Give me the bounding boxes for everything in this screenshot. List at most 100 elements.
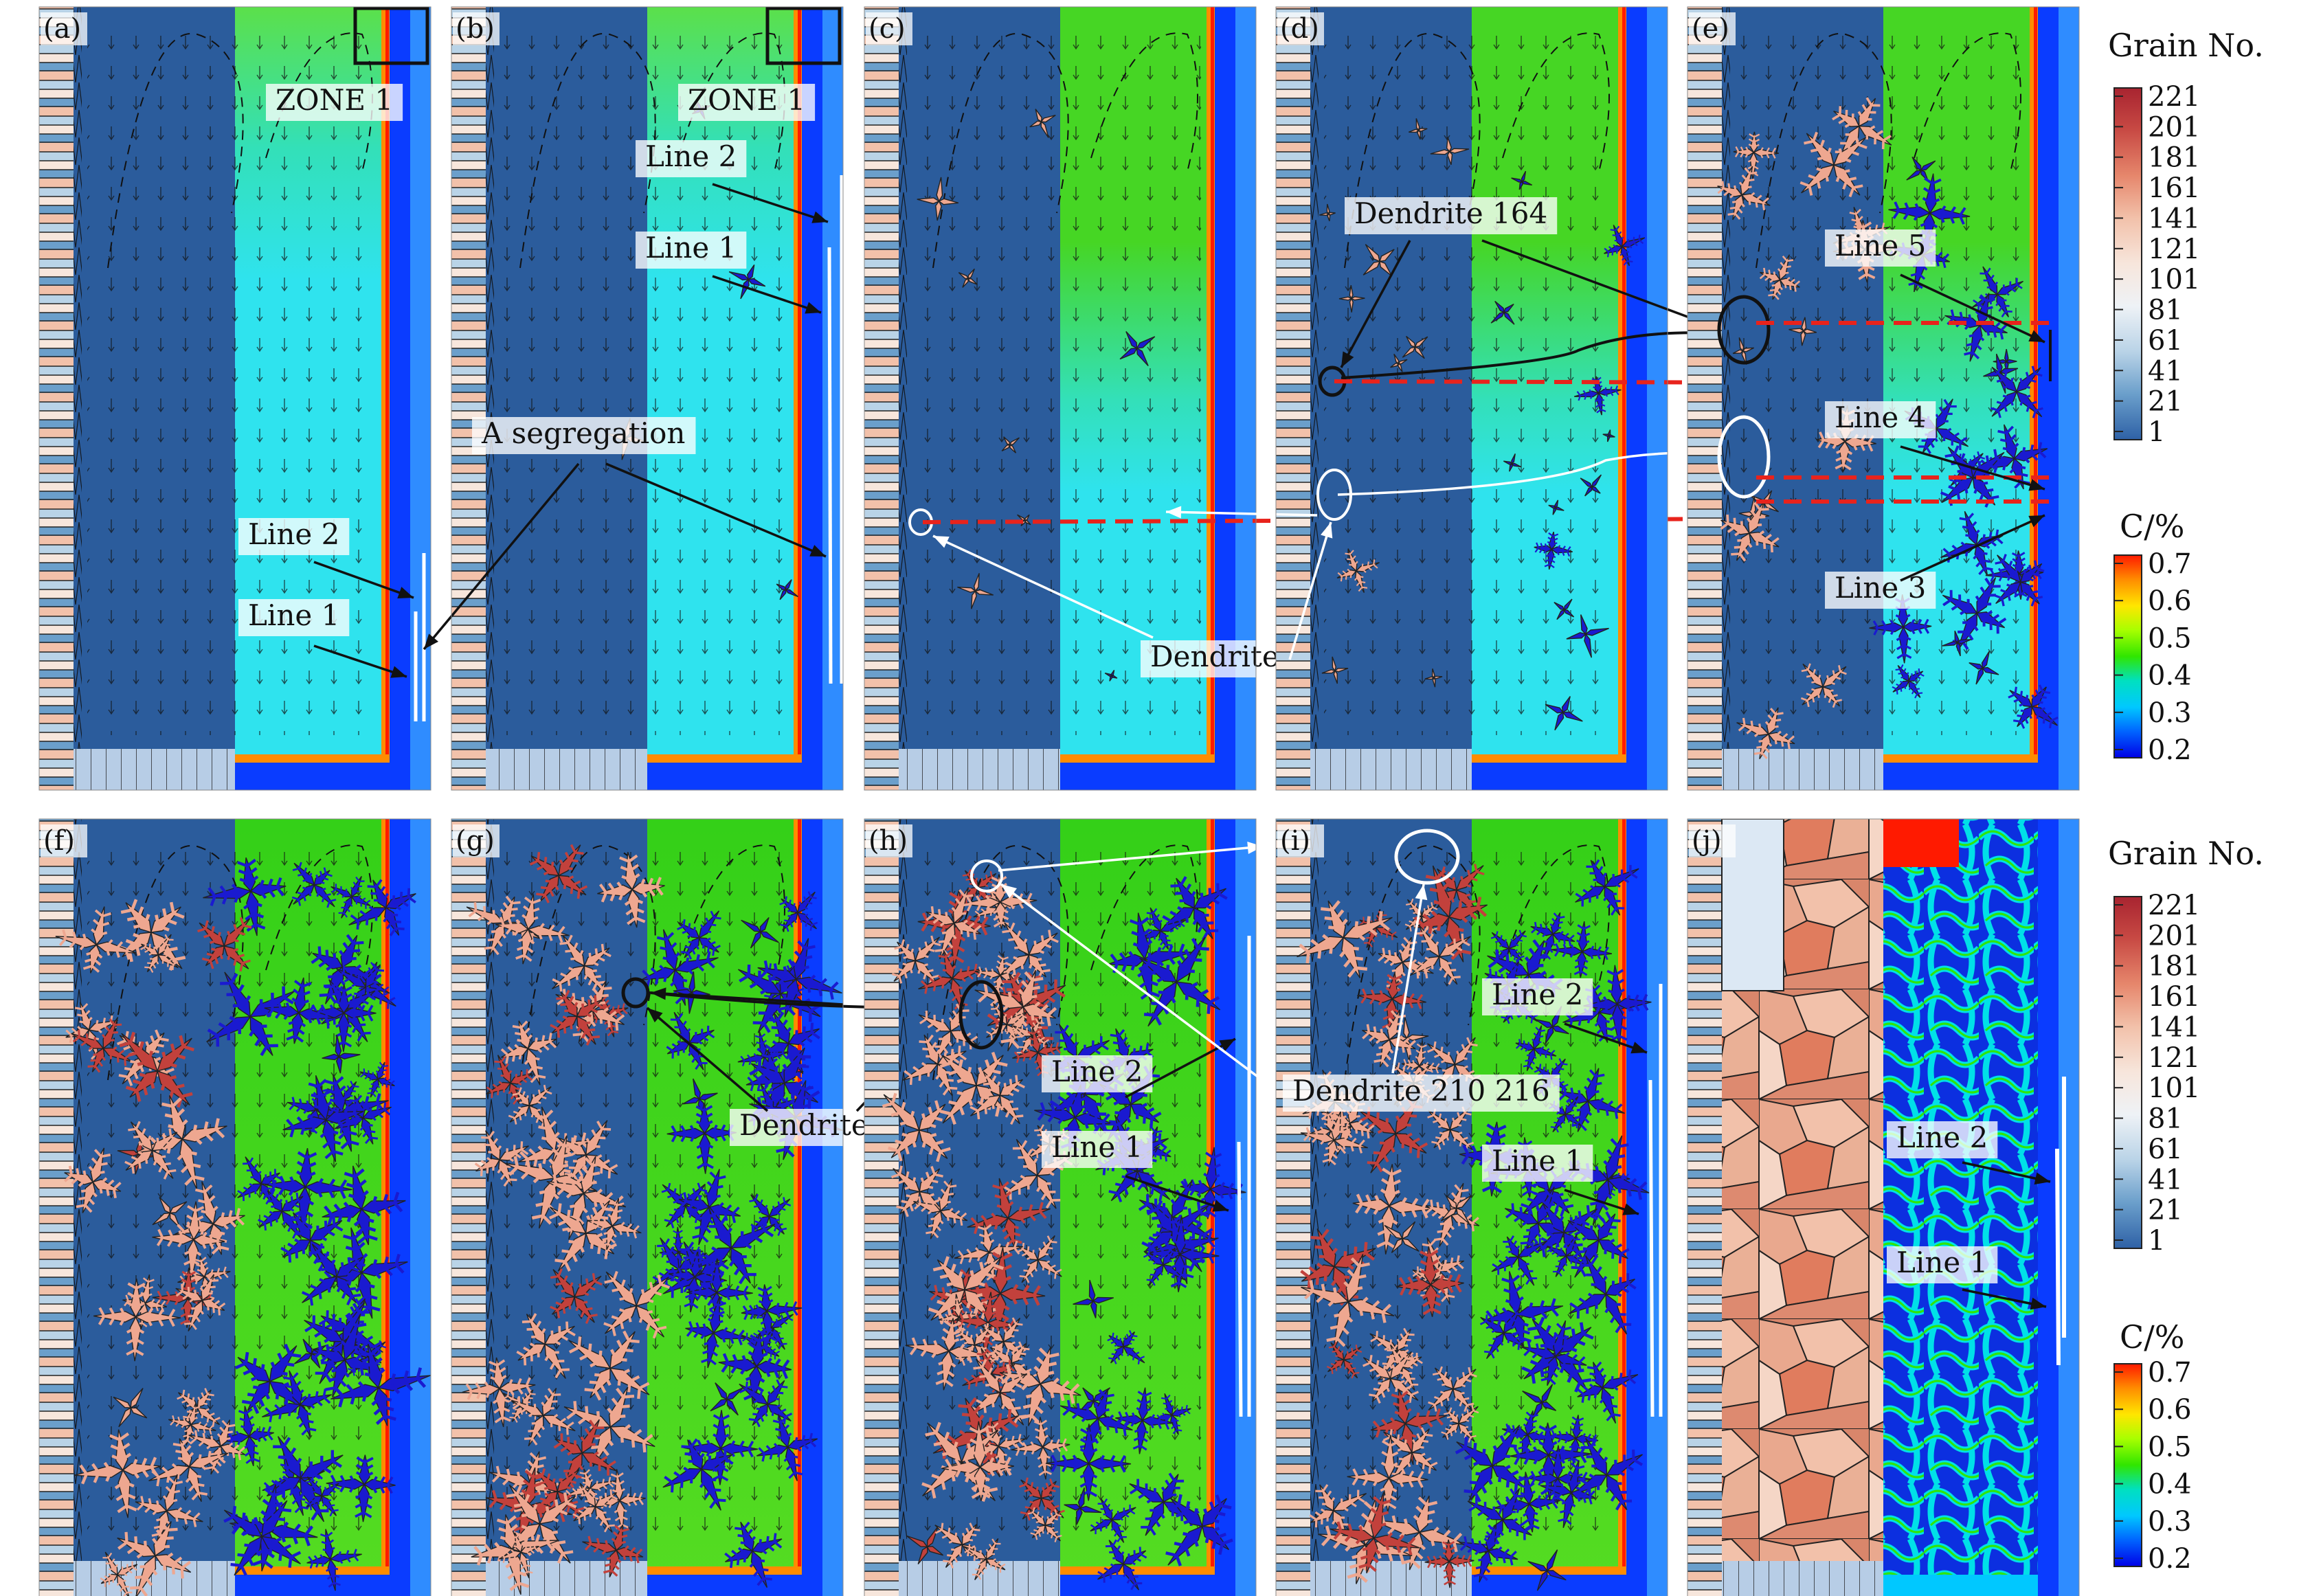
line1-arrow-a (313, 644, 407, 678)
columnar-grains-bottom (1722, 1561, 1883, 1596)
colorbar-tick: 0.3 (2148, 697, 2192, 729)
line4-label: Line 4 (1835, 401, 1926, 434)
dendrite164-arrow-d (1340, 240, 1411, 368)
dendrite (223, 1499, 302, 1576)
dendrite200-circle-g (621, 977, 650, 1009)
dendrite (1942, 630, 1972, 657)
dendrite (739, 1379, 793, 1428)
line2-label-a: Line 2 (248, 517, 339, 551)
dendrite (2008, 684, 2059, 729)
dendrite (1492, 1472, 1560, 1533)
dendrite (1427, 1106, 1474, 1152)
dendrite (685, 1296, 748, 1369)
dendrite (710, 1382, 744, 1416)
dendrite (1906, 156, 1936, 181)
dendrite (1409, 118, 1428, 140)
dendrite (690, 1204, 776, 1285)
dendrite (913, 1178, 968, 1239)
dendrite (1428, 1366, 1477, 1413)
dendrite (1165, 1494, 1233, 1566)
dendrite (1162, 876, 1228, 941)
dendrite (1319, 203, 1336, 222)
colorbar-tick: 61 (2148, 325, 2183, 357)
dendrite (1491, 1235, 1548, 1286)
dendrite (1574, 376, 1622, 416)
conc-colorbar-lower-title: C/% (2120, 1318, 2184, 1356)
line2-label-i: Line 2 (1492, 978, 1583, 1011)
line2-label-h-bg (1042, 1055, 1153, 1092)
dendrite (969, 1069, 1025, 1125)
dendrite (587, 1198, 642, 1250)
dendrite (1800, 663, 1847, 708)
dendrite (322, 1165, 406, 1246)
dendrite (1357, 972, 1426, 1033)
line3-label-bg (1825, 572, 1936, 609)
dendrite (1029, 109, 1056, 138)
line1-arrow-j (1962, 1288, 2047, 1310)
dendrite (1551, 921, 1613, 978)
guide-line-164 (1334, 379, 2026, 385)
line1-label-b: Line 1 (645, 231, 737, 265)
conc-colorbar: C/% 0.7 0.6 0.5 0.4 0.3 0.2 (2113, 508, 2192, 766)
dendrite (188, 1419, 245, 1475)
wall-grains-left (864, 7, 899, 790)
colorbar-tick: 121 (2148, 234, 2200, 265)
zone1-label: ZONE 1 (276, 83, 393, 117)
line1-label-h-bg (1042, 1131, 1153, 1168)
colorbar-tick: 201 (2148, 111, 2200, 143)
panel-f: (f) (38, 818, 431, 1596)
colorbar-tick: 0.4 (2148, 1469, 2192, 1501)
line2-arrow-j (1962, 1161, 2051, 1185)
colorbar-tick: 161 (2148, 981, 2200, 1013)
dendrite (1569, 1255, 1637, 1335)
dendrite (1090, 1498, 1136, 1543)
dendrite (197, 917, 252, 972)
dendrite (301, 1243, 366, 1306)
dendrite216-circle-i (1394, 829, 1460, 885)
dendrite200-circle-h (958, 980, 1004, 1050)
line2-arrow-h (1125, 1037, 1236, 1099)
dendrite (1969, 651, 1999, 685)
dendrite (93, 1279, 181, 1362)
grain-colorbar-title: Grain No. (2108, 27, 2264, 64)
line1-label-a-bg (238, 599, 350, 636)
liquid-region (1883, 819, 2045, 1596)
dendrite (1301, 1254, 1395, 1351)
dendrite (495, 894, 570, 965)
dendrite (1073, 1279, 1114, 1318)
dendrite (1390, 353, 1408, 372)
wall-grains-left (1687, 7, 1722, 790)
line1-label-h: Line 1 (1051, 1130, 1143, 1164)
grain-colorbar-lower-title: Grain No. (2108, 835, 2264, 872)
dendrite (203, 857, 287, 936)
panel-i: (i) Dendrite 210 216 Line 2 Line 1 (1000, 818, 1668, 1596)
line2-label-i-bg (1482, 978, 1593, 1015)
dendrite (262, 1370, 332, 1437)
colorbar-tick: 0.2 (2148, 734, 2192, 766)
panel-label-a: (a) (43, 13, 81, 45)
dendrite (603, 1270, 671, 1339)
dendrite210-216-label: Dendrite 210 216 (1292, 1074, 1550, 1108)
dendrite (557, 1120, 618, 1184)
dendrite (1424, 668, 1443, 688)
line4-label-bg (1825, 401, 1936, 438)
dendrite (1511, 170, 1533, 190)
dendrite (582, 1525, 644, 1577)
dendrite (1888, 173, 1971, 249)
line3-arrow (1900, 514, 2045, 582)
dendrite (1336, 548, 1380, 593)
dendrite (1788, 317, 1817, 346)
columnar-grains-bottom (74, 749, 235, 790)
line1-arrow-i (1564, 1189, 1639, 1215)
wall-grains-left (1276, 819, 1310, 1596)
colorbar-tick: 221 (2148, 81, 2200, 113)
dendrite152-arrow-d (1288, 521, 1333, 660)
dendrite (55, 906, 137, 974)
colorbar-tick: 61 (2148, 1134, 2183, 1165)
line4-arrow (1900, 445, 2045, 491)
colorbar-tick: 0.7 (2148, 548, 2192, 580)
line1-arrow-b (712, 275, 822, 314)
dendrite (264, 977, 335, 1044)
line2-label-b-bg (636, 140, 747, 177)
